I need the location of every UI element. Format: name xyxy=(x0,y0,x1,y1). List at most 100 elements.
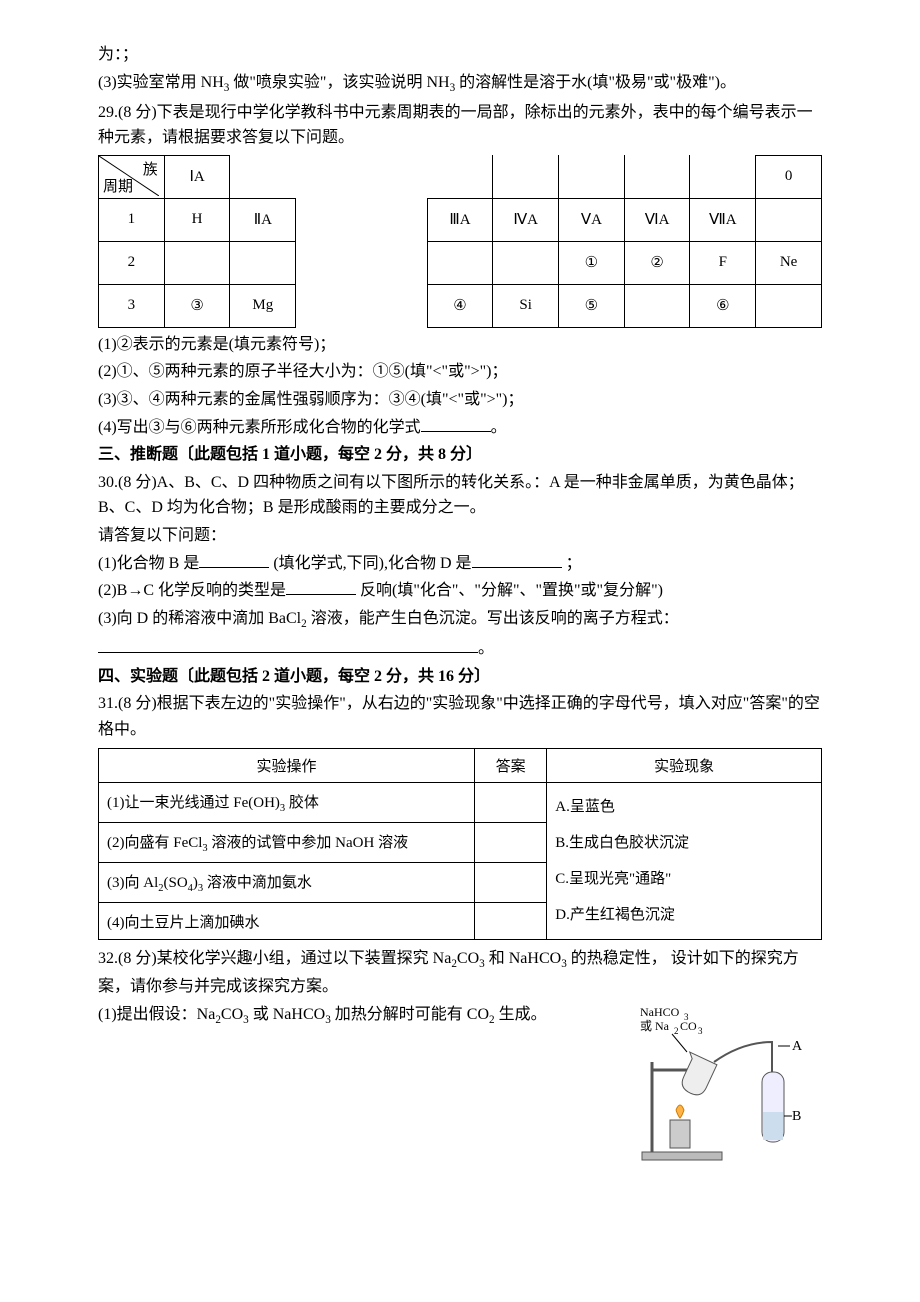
text: (3)实验室常用 NH xyxy=(98,74,224,91)
q29-1: (1)②表示的元素是(填元素符号)； xyxy=(98,332,822,358)
answer-3[interactable] xyxy=(474,862,546,902)
text: (2)向盛有 FeCl xyxy=(107,835,202,851)
section-3-heading: 三、推断题〔此题包括 1 道小题，每空 2 分，共 8 分〕 xyxy=(98,442,822,468)
text: 生成。 xyxy=(499,1006,547,1023)
text: (填化学式,下同),化合物 D 是 xyxy=(273,555,471,572)
col-IIA: ⅡA xyxy=(230,198,296,241)
period-2: 2 xyxy=(99,241,165,284)
spacer xyxy=(230,155,296,198)
fig-label-B: B xyxy=(792,1109,801,1124)
fig-label-na2co3: 或 Na xyxy=(640,1019,670,1033)
spacer xyxy=(296,155,427,198)
text-line: (3)实验室常用 NH3 做"喷泉实验"，该实验说明 NH3 的溶解性是溶于水(… xyxy=(98,70,822,98)
cell xyxy=(624,284,690,327)
cell-5: ⑤ xyxy=(559,284,625,327)
phenomena: A.呈蓝色 B.生成白色胶状沉淀 C.呈现光亮"通路" D.产生红褐色沉淀 xyxy=(547,783,822,940)
text: ； xyxy=(566,555,582,572)
col-VA: ⅤA xyxy=(559,198,625,241)
text: 溶液中滴加氨水 xyxy=(207,875,312,891)
period-3: 3 xyxy=(99,284,165,327)
text-line: 为：； xyxy=(98,42,822,68)
operation-3: (3)向 Al2(SO4)3 溶液中滴加氨水 xyxy=(99,862,475,902)
text: (1)让一束光线通过 Fe(OH) xyxy=(107,795,280,811)
col-IA: ⅠA xyxy=(164,155,230,198)
spacer xyxy=(493,155,559,198)
q29-heading: 29.(8 分)下表是现行中学化学教科书中元素周期表的一局部，除标出的元素外，表… xyxy=(98,100,822,151)
text: 的溶解性是溶于水(填"极易"或"极难")。 xyxy=(459,74,736,91)
subscript: 3 xyxy=(198,883,203,894)
diag-top: 族 xyxy=(143,158,158,179)
col-VIA: ⅥA xyxy=(624,198,690,241)
col-header-answer: 答案 xyxy=(474,749,546,783)
fill-blank[interactable] xyxy=(472,551,562,568)
fill-blank[interactable] xyxy=(98,636,478,653)
cell-Si: Si xyxy=(493,284,559,327)
cell xyxy=(427,241,493,284)
cell xyxy=(493,241,559,284)
operation-1: (1)让一束光线通过 Fe(OH)3 胶体 xyxy=(99,783,475,823)
text: (SO xyxy=(164,875,188,891)
subscript: 3 xyxy=(224,82,230,94)
text: (1)化合物 B 是 xyxy=(98,555,199,572)
section-4-heading: 四、实验题〔此题包括 2 道小题，每空 2 分，共 16 分〕 xyxy=(98,664,822,690)
cell-2: ② xyxy=(624,241,690,284)
svg-text:3: 3 xyxy=(698,1026,703,1036)
fill-blank[interactable] xyxy=(421,415,491,432)
text: 或 NaHCO xyxy=(253,1006,325,1023)
q30-heading: 30.(8 分)A、B、C、D 四种物质之间有以下图所示的转化关系。：A 是一种… xyxy=(98,470,822,521)
experiment-table: 实验操作 答案 实验现象 (1)让一束光线通过 Fe(OH)3 胶体 A.呈蓝色… xyxy=(98,748,822,940)
cell-F: F xyxy=(690,241,756,284)
cell-H: H xyxy=(164,198,230,241)
text: 加热分解时可能有 CO xyxy=(335,1006,489,1023)
text: 和 NaHCO xyxy=(489,950,561,967)
cell-6: ⑥ xyxy=(690,284,756,327)
answer-1[interactable] xyxy=(474,783,546,823)
text: 胶体 xyxy=(289,795,319,811)
operation-4: (4)向土豆片上滴加碘水 xyxy=(99,902,475,940)
subscript: 2 xyxy=(301,618,307,630)
phenomenon-B: B.生成白色胶状沉淀 xyxy=(555,825,813,861)
cell xyxy=(230,241,296,284)
col-header-phenomenon: 实验现象 xyxy=(547,749,822,783)
fig-label-A: A xyxy=(792,1039,803,1054)
fill-blank[interactable] xyxy=(286,578,356,595)
q31-heading: 31.(8 分)根据下表左边的"实验操作"，从右边的"实验现象"中选择正确的字母… xyxy=(98,691,822,742)
text: CO xyxy=(221,1006,243,1023)
cell xyxy=(164,241,230,284)
q29-3: (3)③、④两种元素的金属性强弱顺序为：③④(填"<"或">")； xyxy=(98,387,822,413)
q29-4: (4)写出③与⑥两种元素所形成化合物的化学式 。 xyxy=(98,415,822,441)
text: 反响(填"化合"、"分解"、"置换"或"复分解") xyxy=(360,582,663,599)
text: 溶液的试管中参加 NaOH 溶液 xyxy=(211,835,408,851)
answer-4[interactable] xyxy=(474,902,546,940)
subscript: 3 xyxy=(479,959,485,971)
periodic-table: 族 周期 ⅠA 0 1 H ⅡA ⅢA ⅣA ⅤA ⅥA ⅦA 2 xyxy=(98,155,822,328)
cell-4: ④ xyxy=(427,284,493,327)
q30-3-blank: 。 xyxy=(98,636,822,662)
phenomenon-A: A.呈蓝色 xyxy=(555,789,813,825)
subscript: 3 xyxy=(243,1014,249,1026)
text: (2)B→C 化学反响的类型是 xyxy=(98,582,286,599)
fill-blank[interactable] xyxy=(199,551,269,568)
col-IVA: ⅣA xyxy=(493,198,559,241)
text: (3)向 Al xyxy=(107,875,158,891)
q32-heading: 32.(8 分)某校化学兴趣小组，通过以下装置探究 Na2CO3 和 NaHCO… xyxy=(98,946,822,1000)
col-header-operation: 实验操作 xyxy=(99,749,475,783)
text: (3)向 D 的稀溶液中滴加 BaCl xyxy=(98,610,301,627)
answer-2[interactable] xyxy=(474,823,546,863)
col-IIIA: ⅢA xyxy=(427,198,493,241)
spacer xyxy=(690,155,756,198)
col-VIIA: ⅦA xyxy=(690,198,756,241)
spacer xyxy=(624,155,690,198)
svg-text:2: 2 xyxy=(674,1026,679,1036)
text: 。 xyxy=(478,640,494,657)
fig-label-nahco3: NaHCO xyxy=(640,1005,680,1019)
operation-2: (2)向盛有 FeCl3 溶液的试管中参加 NaOH 溶液 xyxy=(99,823,475,863)
subscript: 3 xyxy=(280,803,285,814)
subscript: 3 xyxy=(325,1014,331,1026)
q29-2: (2)①、⑤两种元素的原子半径大小为：①⑤(填"<"或">")； xyxy=(98,359,822,385)
col-0: 0 xyxy=(756,155,822,198)
spacer xyxy=(559,155,625,198)
text: 。 xyxy=(491,419,507,436)
text: (4)写出③与⑥两种元素所形成化合物的化学式 xyxy=(98,419,421,436)
cell xyxy=(756,198,822,241)
